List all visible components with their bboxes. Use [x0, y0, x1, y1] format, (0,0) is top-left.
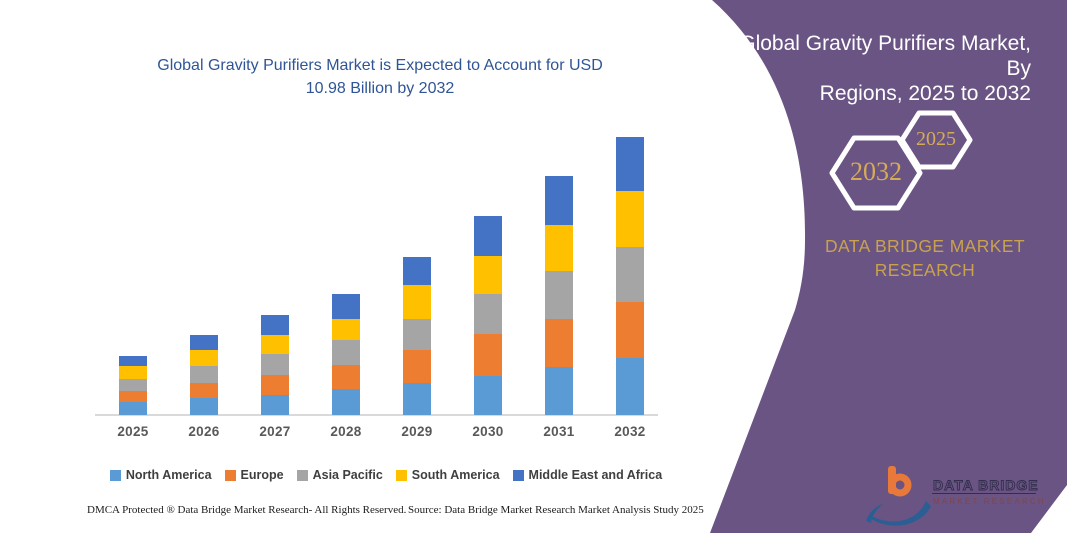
- legend-label: North America: [125, 468, 212, 482]
- bar-segment: [119, 390, 147, 403]
- copyright-text: DMCA Protected ® Data Bridge Market Rese…: [87, 504, 407, 516]
- bar-segment: [119, 366, 147, 379]
- bar-segment: [545, 366, 573, 415]
- legend: North America Europe Asia Pacific South Ame…: [30, 468, 742, 482]
- chart-title-line1: Global Gravity Purifiers Market is Expec…: [157, 57, 603, 74]
- corner-cut: [1031, 485, 1067, 533]
- x-axis-line: [95, 414, 658, 416]
- bar-segment: [190, 366, 218, 384]
- stacked-bar-2029: [403, 256, 431, 415]
- bar-segment: [119, 355, 147, 367]
- stacked-bar-2032: [616, 137, 644, 415]
- bar-segment: [474, 334, 502, 376]
- badge-year-2025: 2025: [916, 128, 956, 150]
- legend-swatch-icon: [224, 469, 236, 481]
- legend-swatch-icon: [512, 469, 524, 481]
- bar-segment: [545, 176, 573, 225]
- bar-segment: [261, 353, 289, 375]
- legend-item: Europe: [224, 468, 284, 482]
- bar-segment: [261, 394, 289, 415]
- legend-item: South America: [395, 468, 500, 482]
- stacked-bar-2031: [545, 176, 573, 415]
- bar-segment: [190, 397, 218, 415]
- plot-area: 2025 2026 2027 2028 2029 2030 2031 2032: [95, 137, 658, 439]
- legend-item: Middle East and Africa: [512, 468, 663, 482]
- x-axis-label: 2029: [401, 424, 433, 439]
- x-axis-label: 2030: [472, 424, 504, 439]
- legend-label: South America: [411, 468, 500, 482]
- panel-title-line2: Regions, 2025 to 2032: [819, 82, 1031, 105]
- stacked-bar-2025: [119, 355, 147, 415]
- bar-segment: [545, 270, 573, 320]
- bar-segment: [190, 383, 218, 398]
- bar-segment: [190, 335, 218, 350]
- logo-swoosh-tail: [866, 504, 883, 523]
- bar-segment: [403, 382, 431, 415]
- bar-segment: [261, 334, 289, 354]
- legend-swatch-icon: [395, 469, 407, 481]
- legend-swatch-icon: [296, 469, 308, 481]
- legend-label: Middle East and Africa: [528, 468, 663, 482]
- bar-segment: [332, 388, 360, 415]
- legend-swatch-icon: [109, 469, 121, 481]
- x-axis-label: 2032: [614, 424, 646, 439]
- bar-segment: [616, 358, 644, 415]
- x-axis-label: 2031: [543, 424, 575, 439]
- x-axis-label: 2026: [188, 424, 220, 439]
- panel-title: Global Gravity Purifiers Market, By Regi…: [721, 31, 1031, 106]
- bar-segment: [261, 314, 289, 335]
- bar-segment: [616, 302, 644, 359]
- hexagon-2032: [829, 135, 923, 211]
- badge-year-2032: 2032: [850, 157, 902, 186]
- bar-segment: [616, 137, 644, 192]
- bar-segment: [332, 365, 360, 389]
- bar-segment: [261, 374, 289, 395]
- logo-swoosh: [871, 501, 931, 526]
- logo-tagline-text: MARKET RESEARCH: [933, 497, 1046, 506]
- legend-item: North America: [109, 468, 212, 482]
- x-axis-label: 2028: [330, 424, 362, 439]
- bar-segment: [545, 319, 573, 367]
- x-axis-label: 2025: [117, 424, 149, 439]
- bar-segment: [190, 349, 218, 367]
- source-text: Source: Data Bridge Market Research Mark…: [408, 504, 704, 516]
- stacked-bar-2028: [332, 293, 360, 415]
- bar-segment: [474, 293, 502, 334]
- panel-title-line1: Global Gravity Purifiers Market, By: [739, 32, 1031, 80]
- dbmr-logo: DATA BRIDGE MARKET RESEARCH: [866, 466, 1046, 526]
- stacked-bar-2027: [261, 314, 289, 415]
- bar-segment: [403, 285, 431, 319]
- x-axis-label: 2027: [259, 424, 291, 439]
- logo-b-bowl: [888, 473, 912, 497]
- chart-title: Global Gravity Purifiers Market is Expec…: [110, 54, 650, 100]
- bar-segment: [332, 319, 360, 341]
- bar-segment: [403, 349, 431, 383]
- bar-segment: [474, 376, 502, 415]
- bar-segment: [332, 293, 360, 320]
- bar-segment: [474, 216, 502, 256]
- bar-segment: [119, 402, 147, 415]
- bar-segment: [616, 247, 644, 303]
- logo-brand-text: DATA BRIDGE: [933, 477, 1039, 493]
- bar-segment: [332, 340, 360, 366]
- bar-segment: [545, 224, 573, 271]
- stacked-bar-2026: [190, 335, 218, 415]
- legend-label: Asia Pacific: [312, 468, 383, 482]
- bar-segment: [403, 318, 431, 350]
- bar-segment: [403, 256, 431, 286]
- purple-panel: [710, 0, 1067, 533]
- bar-segment: [616, 191, 644, 248]
- stacked-bar-2030: [474, 216, 502, 415]
- panel-brand-text: DATA BRIDGE MARKET RESEARCH: [824, 236, 1026, 280]
- bar-segment: [474, 255, 502, 294]
- legend-label: Europe: [240, 468, 284, 482]
- chart-title-line2: 10.98 Billion by 2032: [305, 80, 455, 97]
- legend-item: Asia Pacific: [296, 468, 383, 482]
- bar-segment: [119, 378, 147, 391]
